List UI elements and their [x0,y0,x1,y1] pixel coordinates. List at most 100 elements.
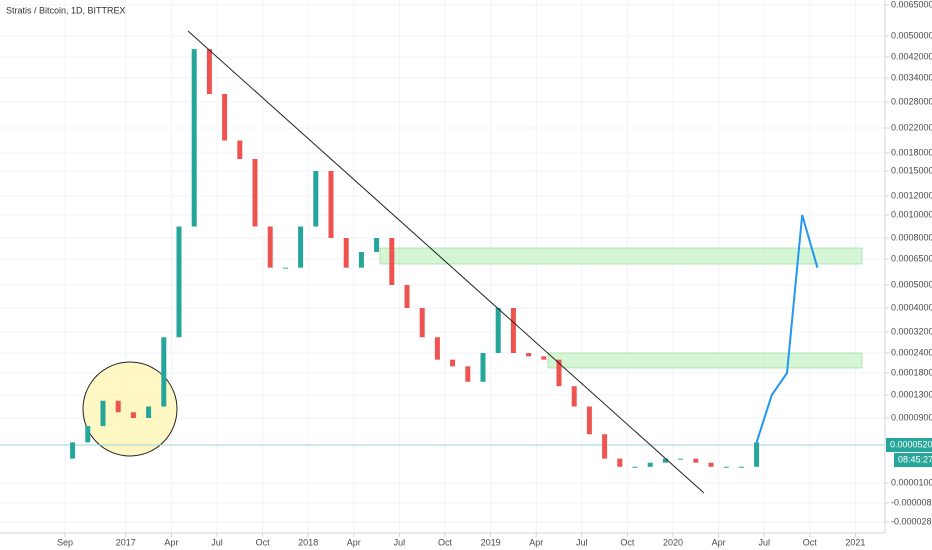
candle [586,406,592,435]
x-tick-label: 2020 [663,537,683,547]
last-price-label: 0.00005204 [890,439,932,449]
support-zone[interactable] [547,352,863,369]
x-tick-label: Oct [256,537,271,547]
highlight-circle[interactable] [82,361,178,457]
x-tick-label: Apr [347,537,361,547]
candle [328,171,334,238]
candle [450,359,456,367]
resistance-zone[interactable] [379,247,863,265]
x-tick-label: Apr [164,537,178,547]
candle [480,353,486,382]
candle [343,238,349,268]
candle [282,267,288,269]
x-tick-label: 2018 [298,537,318,547]
candle [602,434,608,459]
candle [617,458,623,467]
x-tick-label: Jul [758,537,770,547]
candle [115,400,121,413]
chart-title: Stratis / Bitcoin, 1D, BITTREX [6,5,126,15]
candle [130,412,136,418]
y-tick-label: -0.00002800 [891,516,932,526]
trend-line[interactable] [187,30,705,494]
x-tick-label: Jul [394,537,406,547]
candle [374,238,380,252]
x-tick-label: Sep [57,537,73,547]
x-tick-label: Oct [620,537,635,547]
candle [723,466,729,468]
candle [526,353,532,357]
candle [237,140,243,159]
candle [70,442,76,459]
candle [389,238,395,285]
x-tick-label: 2019 [481,537,501,547]
x-tick-label: Apr [529,537,543,547]
candle [206,49,212,94]
candle [510,308,516,353]
candle [693,458,699,463]
candle [419,308,425,338]
candle [647,462,653,467]
candle [298,226,304,268]
candle [465,366,471,382]
candle [267,226,273,268]
candle [313,171,319,227]
candle [434,337,440,360]
candle [678,458,684,460]
last-price-badge [886,438,932,452]
candle [191,49,197,227]
x-tick-label: Apr [712,537,726,547]
x-tick-label: Jul [576,537,588,547]
price-marks [70,49,819,468]
x-tick-label: Oct [803,537,818,547]
candle [632,466,638,468]
candle [738,466,744,468]
candle [176,226,182,338]
y-tick-label: -0.00000800 [891,497,932,507]
countdown-badge [894,453,932,467]
candle [222,94,228,141]
candle [708,462,714,467]
candle [541,356,547,360]
candle [662,458,668,463]
countdown-label: 08:45:27 [898,454,932,464]
candle [571,386,577,407]
candle [146,406,152,418]
price-line [755,214,819,443]
drawings [0,247,885,457]
x-tick-label: Jul [211,537,223,547]
candle [252,159,258,227]
x-tick-label: 2017 [116,537,136,547]
grid [0,0,885,533]
candle [404,285,410,308]
candle [100,400,106,427]
y-tick-label: 0.00001000 [891,477,932,487]
candle [754,442,760,467]
x-tick-label: Oct [438,537,453,547]
candle [85,426,91,443]
candle [161,337,167,407]
candle [495,308,501,353]
